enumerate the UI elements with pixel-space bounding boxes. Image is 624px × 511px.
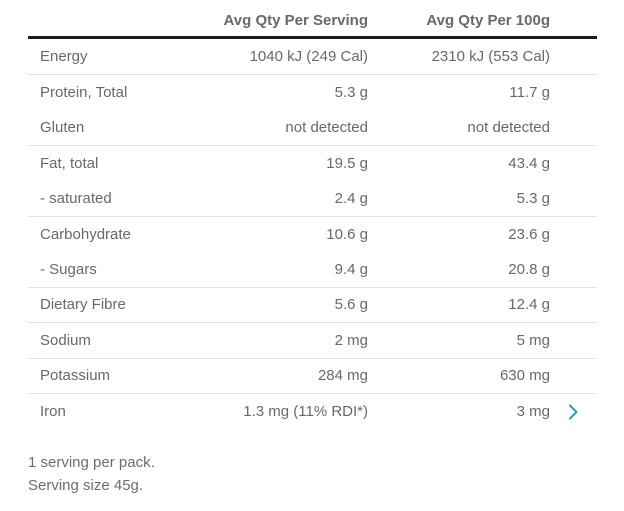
chevron-cell (550, 39, 597, 74)
value-per-100g: 3 mg (516, 403, 550, 421)
value-per-serving: 5.3 g (334, 83, 368, 101)
chevron-cell (550, 110, 597, 145)
nutrient-label: - Sugars (40, 260, 97, 278)
nutrient-label: Gluten (40, 118, 85, 136)
table-row: Sodium 2 mg 5 mg (28, 323, 597, 359)
table-row: Energy 1040 kJ (249 Cal) 2310 kJ (553 Ca… (28, 39, 597, 75)
col-header-per-100g: Avg Qty Per 100g (426, 11, 550, 29)
chevron-cell (550, 288, 597, 323)
value-per-100g: 11.7 g (509, 83, 550, 101)
table-row: Carbohydrate 10.6 g 23.6 g (28, 217, 597, 253)
nutrient-label: Protein, Total (40, 83, 128, 101)
value-per-100g: 2310 kJ (553 Cal) (431, 47, 550, 65)
nutrient-label: Sodium (40, 331, 91, 349)
table-row: Dietary Fibre 5.6 g 12.4 g (28, 288, 597, 323)
table-row: Fat, total 19.5 g 43.4 g (28, 146, 597, 182)
value-per-100g: 5.3 g (516, 189, 550, 207)
chevron-cell (550, 323, 597, 358)
value-per-serving: 1.3 mg (11% RDI*) (243, 403, 368, 421)
serving-size-note: Serving size 45g. (28, 476, 144, 494)
nutrient-label: Fat, total (40, 154, 99, 172)
value-per-100g: 12.4 g (508, 296, 550, 314)
col-header-per-serving: Avg Qty Per Serving (223, 11, 369, 29)
chevron-cell (550, 252, 597, 287)
nutrient-label: - saturated (40, 189, 112, 207)
value-per-serving: 2 mg (334, 331, 368, 349)
chevron-cell (550, 359, 597, 394)
value-per-serving: 10.6 g (326, 225, 368, 243)
chevron-cell (550, 217, 597, 253)
table-body: Energy 1040 kJ (249 Cal) 2310 kJ (553 Ca… (28, 39, 597, 430)
header-chevron-spacer (550, 4, 597, 36)
table-row: Iron 1.3 mg (11% RDI*) 3 mg (28, 394, 597, 430)
nutrient-label: Energy (40, 47, 88, 65)
servings-per-pack-note: 1 serving per pack. (28, 453, 155, 471)
chevron-cell (550, 181, 597, 216)
nutrient-label: Iron (40, 403, 66, 421)
chevron-cell (550, 394, 597, 430)
table-header: Avg Qty Per Serving Avg Qty Per 100g (28, 4, 597, 39)
value-per-serving: 1040 kJ (249 Cal) (249, 47, 368, 65)
table-row: - Sugars 9.4 g 20.8 g (28, 252, 597, 288)
value-per-serving: 19.5 g (326, 154, 368, 172)
value-per-serving: 5.6 g (334, 296, 368, 314)
value-per-100g: not detected (467, 118, 550, 136)
table-row: - saturated 2.4 g 5.3 g (28, 181, 597, 217)
chevron-cell (550, 75, 597, 111)
chevron-right-icon[interactable] (568, 403, 579, 421)
nutrient-label: Dietary Fibre (40, 296, 126, 314)
chevron-cell (550, 146, 597, 182)
value-per-100g: 20.8 g (508, 260, 550, 278)
value-per-100g: 630 mg (499, 367, 550, 385)
value-per-serving: 2.4 g (334, 189, 368, 207)
table-row: Protein, Total 5.3 g 11.7 g (28, 75, 597, 111)
value-per-serving: 284 mg (317, 367, 368, 385)
nutrition-panel: Avg Qty Per Serving Avg Qty Per 100g Ene… (28, 4, 597, 497)
value-per-serving: 9.4 g (334, 260, 368, 278)
nutrient-label: Carbohydrate (40, 225, 131, 243)
value-per-100g: 43.4 g (508, 154, 550, 172)
value-per-100g: 5 mg (516, 331, 550, 349)
table-row: Gluten not detected not detected (28, 110, 597, 146)
nutrient-label: Potassium (40, 367, 111, 385)
serving-notes: 1 serving per pack. Serving size 45g. (28, 451, 597, 497)
value-per-100g: 23.6 g (508, 225, 550, 243)
table-row: Potassium 284 mg 630 mg (28, 359, 597, 394)
value-per-serving: not detected (285, 118, 368, 136)
